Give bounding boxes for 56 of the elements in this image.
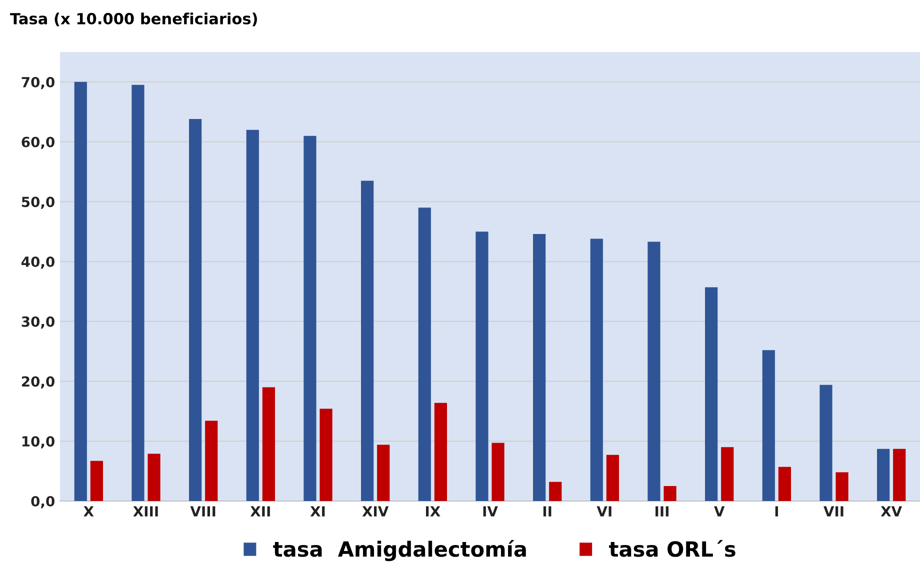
bar [877, 448, 890, 501]
legend-label: tasa ORL´s [609, 540, 736, 557]
bar [606, 454, 619, 501]
legend-label: tasa Amigdalectomía [273, 540, 526, 562]
x-tick-label: IV [483, 506, 498, 516]
x-tick-label: XV [880, 506, 902, 516]
y-tick-label: 40,0 [21, 256, 54, 269]
y-tick-label: 50,0 [22, 196, 54, 209]
x-tick-label: VI [596, 506, 612, 516]
y-tick-label: 30,0 [22, 316, 54, 329]
bar [778, 466, 791, 501]
bar [836, 472, 848, 501]
y-tick-label: 10,0 [22, 436, 54, 448]
y-tick-label: 0,0 [31, 496, 54, 508]
bar [262, 387, 275, 501]
bar [492, 442, 504, 501]
bar [820, 384, 832, 501]
bar [246, 130, 259, 501]
x-tick-label: X [84, 506, 94, 516]
bar [705, 287, 718, 501]
x-tick-label: IX [426, 506, 440, 516]
x-tick-label: XIII [133, 506, 158, 516]
bar [132, 84, 144, 501]
bar [648, 242, 660, 501]
y-tick-label: 60,0 [22, 136, 54, 150]
bar [434, 402, 447, 501]
bar [533, 234, 546, 501]
bar [320, 408, 332, 501]
x-tick-label: XI [310, 506, 325, 516]
bar [148, 454, 160, 501]
bar [377, 444, 390, 501]
y-tick-label: 20,0 [22, 376, 54, 389]
bar [590, 238, 603, 501]
x-tick-label: III [656, 506, 668, 516]
x-tick-label: VII [824, 506, 844, 516]
x-tick-label: XIV [362, 506, 389, 516]
bar [762, 350, 775, 501]
x-tick-label: XII [250, 506, 270, 516]
chart-title: Tasa (x 10.000 beneficiarios) [10, 12, 257, 26]
y-tick-label: 70,0 [22, 76, 54, 90]
bar [418, 208, 431, 501]
bar [476, 232, 488, 501]
bar [664, 486, 676, 501]
bar [721, 447, 734, 501]
bar [361, 180, 374, 501]
bar [304, 136, 316, 501]
x-tick-label: VIII [190, 506, 216, 516]
x-tick-label: V [714, 506, 725, 516]
bar [189, 119, 202, 501]
x-tick-label: I [775, 506, 778, 516]
bar [549, 482, 562, 501]
bar [90, 460, 103, 501]
bar [205, 420, 218, 501]
x-tick-label: II [543, 506, 552, 516]
bar [74, 82, 87, 501]
bar [893, 448, 906, 501]
